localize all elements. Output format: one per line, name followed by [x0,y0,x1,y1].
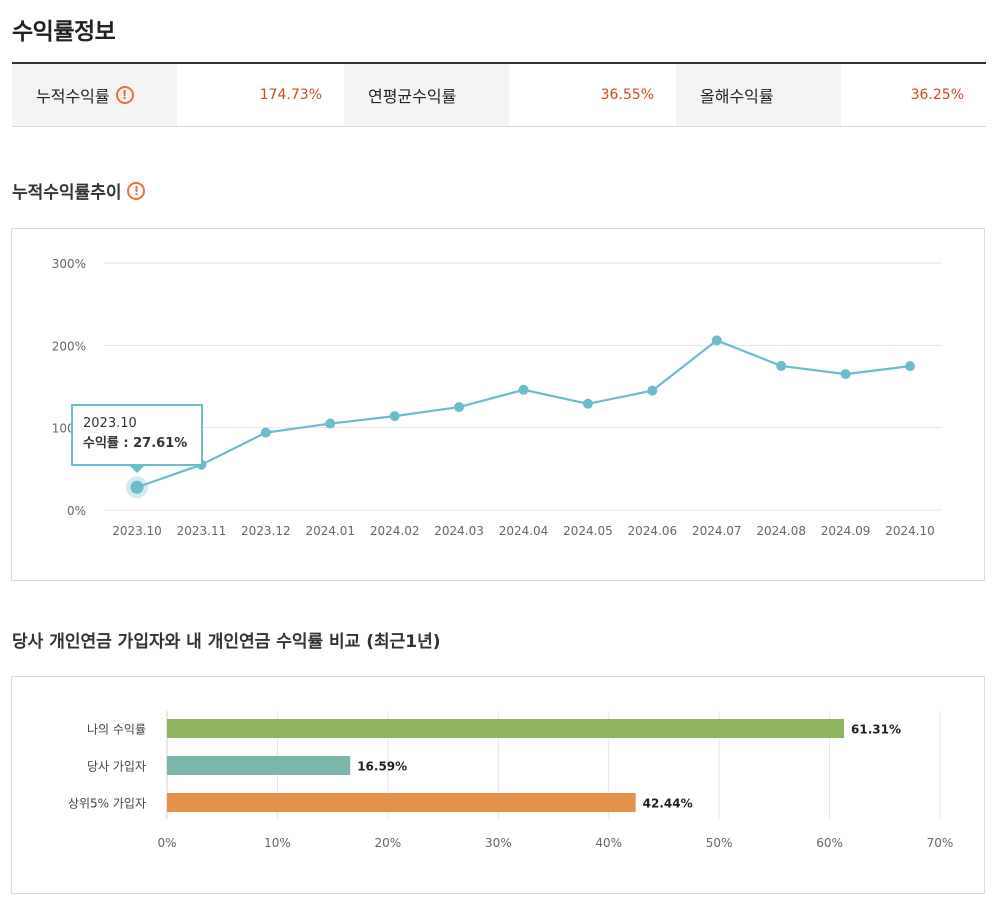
bar [167,719,845,738]
bar-chart-panel: 0% 10% 20% 30% 40% 50% 60% 70% 나의 수익률 61.31% 당사 가입… [11,676,985,894]
x-tick-label: 70% [927,836,954,850]
x-tick-label: 2024.06 [628,524,678,538]
y-tick-label: 200% [52,339,86,353]
data-point [647,385,658,396]
summary-cumulative-value: 174.73% [177,64,344,126]
warning-icon[interactable]: ! [127,181,146,200]
line-chart-title-text: 누적수익률추이 [12,183,122,203]
data-label: 16.59% [357,760,407,774]
x-tick-label: 60% [816,836,843,850]
data-point [711,335,722,346]
tooltip-date: 2023.10 [83,416,137,431]
x-tick-label: 30% [485,836,512,850]
x-tick-label: 2024.09 [821,524,871,538]
x-tick-label: 2023.10 [112,524,162,538]
x-tick-label: 2023.12 [241,524,291,538]
x-tick-label: 0% [157,836,176,850]
tooltip-pointer [129,465,145,473]
x-tick-label: 2024.02 [370,524,420,538]
summary-ytd-label: 올해수익률 [676,64,841,126]
data-point [776,360,787,371]
data-label: 42.44% [643,797,693,811]
x-tick-label: 2024.08 [756,524,806,538]
y-tick-label: 300% [52,257,86,271]
x-tick-label: 2024.07 [692,524,742,538]
line-chart: 0%100%200%300%2023.10 2023.11 2023.12 2024.… [52,257,942,538]
data-point [130,480,144,494]
bar-chart-title: 당사 개인연금 가입자와 내 개인연금 수익률 비교 (최근1년) [12,632,441,652]
summary-cumulative-label-text: 누적수익률 [36,87,110,106]
chart-tooltip: 2023.10 수익률 : 27.61% [71,404,203,473]
warning-icon[interactable]: ! [115,86,134,104]
tooltip-value: 수익률 : 27.61% [83,436,188,451]
data-point [389,411,400,422]
data-point [454,402,465,413]
bar [167,793,636,812]
summary-cumulative-label: 누적수익률 ! [12,64,177,126]
title-divider [12,62,986,64]
summary-ytd-value: 36.25% [841,64,986,126]
line-chart-panel: 0% 100% 200% 300% 2023.10 2023.11 2023.12 2024.… [11,228,985,581]
x-tick-label: 2024.10 [885,524,935,538]
data-point [260,427,271,438]
summary-annual-label: 연평균수익률 [344,64,509,126]
x-tick-label: 10% [264,836,291,850]
data-point [325,418,336,429]
x-tick-label: 20% [375,836,402,850]
summary-annual-value: 36.55% [509,64,676,126]
x-tick-label: 50% [706,836,733,850]
x-tick-label: 2024.01 [305,524,355,538]
category-label: 상위5% 가입자 [68,797,146,811]
x-tick-label: 2024.03 [434,524,484,538]
x-tick-label: 2023.11 [177,524,227,538]
data-point [840,369,851,380]
series-line [136,339,911,489]
page-title: 수익률정보 [12,19,116,45]
line-chart-title: 누적수익률추이 ! [12,178,146,203]
data-point [905,361,915,372]
category-label: 당사 가입자 [87,760,146,774]
category-label: 나의 수익률 [87,723,146,737]
x-tick-label: 40% [595,836,622,850]
x-tick-label: 2024.05 [563,524,613,538]
y-tick-label: 0% [67,504,86,518]
x-tick-label: 2024.04 [499,524,549,538]
bar [167,756,351,775]
data-label: 61.31% [851,723,901,737]
data-point [518,384,529,395]
bar-chart: 0% 10% 20% 30% 40% 50% 60% 70% 나의 수익률 61.31% 당사 가입… [68,711,954,850]
data-point [582,398,593,409]
summary-table: 누적수익률 ! 174.73% 연평균수익률 36.55% 올해수익률 36.2… [12,64,986,127]
